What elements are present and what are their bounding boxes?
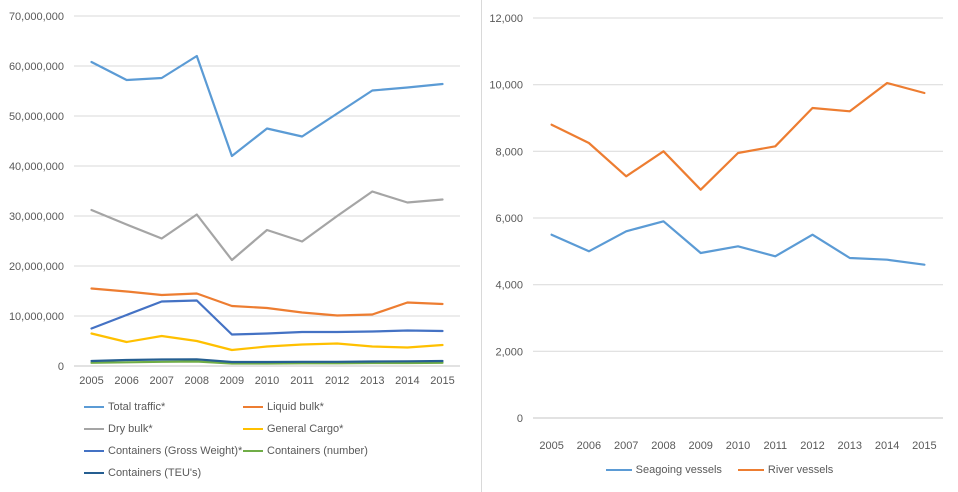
x-tick-label: 2007: [614, 440, 638, 452]
y-tick-label: 0: [517, 413, 523, 425]
legend-label: River vessels: [767, 464, 834, 476]
x-tick-label: 2015: [912, 440, 936, 452]
x-tick-label: 2011: [763, 440, 787, 452]
y-tick-label: 60,000,000: [9, 61, 64, 73]
y-tick-label: 4,000: [495, 280, 523, 292]
x-tick-label: 2008: [185, 375, 209, 387]
x-tick-label: 2010: [726, 440, 750, 452]
x-tick-label: 2009: [220, 375, 244, 387]
x-tick-label: 2010: [255, 375, 279, 387]
x-tick-label: 2014: [395, 375, 419, 387]
vessels-chart-legend: Seagoing vessels River vessels: [481, 462, 958, 478]
x-tick-label: 2005: [539, 440, 563, 452]
x-tick-label: 2009: [688, 440, 712, 452]
series-line-river-vessels: [550, 81, 926, 191]
series-line-dry-bulk: [90, 190, 444, 262]
x-tick-label: 2006: [577, 440, 601, 452]
x-tick-label: 2006: [114, 375, 138, 387]
y-tick-label: 12,000: [489, 13, 523, 25]
x-tick-label: 2013: [360, 375, 384, 387]
x-tick-label: 2008: [651, 440, 675, 452]
y-tick-label: 10,000,000: [9, 311, 64, 323]
x-tick-label: 2013: [838, 440, 862, 452]
series-line-total-traffic: [90, 54, 444, 158]
y-tick-label: 70,000,000: [9, 11, 64, 23]
y-tick-label: 20,000,000: [9, 261, 64, 273]
legend-label: Seagoing vessels: [635, 464, 722, 476]
x-tick-label: 2012: [325, 375, 349, 387]
x-tick-label: 2007: [149, 375, 173, 387]
legend-line-swatch: [605, 468, 632, 472]
x-tick-label: 2014: [875, 440, 899, 452]
y-tick-label: 8,000: [495, 146, 523, 158]
y-tick-label: 0: [58, 361, 64, 373]
cargo-traffic-chart: 0 10,000,000 20,000,000 30,000,000 40,000,00…: [9, 11, 460, 387]
series-line-general-cargo: [90, 332, 444, 352]
y-tick-label: 6,000: [495, 213, 523, 225]
legend-line-swatch: [737, 468, 764, 472]
y-tick-label: 10,000: [489, 80, 523, 92]
x-tick-label: 2011: [290, 375, 314, 387]
chart-divider: [481, 0, 482, 492]
series-line-liquid-bulk: [90, 287, 444, 317]
x-tick-label: 2015: [430, 375, 454, 387]
series-line-containers-teu-s: [90, 358, 444, 364]
series-line-seagoing-vessels: [550, 220, 926, 266]
series-line-containers-number: [90, 360, 444, 365]
y-tick-label: 30,000,000: [9, 211, 64, 223]
x-tick-label: 2005: [79, 375, 103, 387]
y-tick-label: 50,000,000: [9, 111, 64, 123]
legend-item-river-vessels: River vessels: [737, 462, 834, 478]
vessels-chart: 0 2,000 4,000 6,000 8,000 10,000 12,000 2005 200…: [489, 13, 943, 452]
y-tick-label: 2,000: [495, 346, 523, 358]
legend-item-seagoing-vessels: Seagoing vessels: [605, 462, 722, 478]
series-line-containers-gross-weight: [90, 299, 444, 336]
x-tick-label: 2012: [800, 440, 824, 452]
y-tick-label: 40,000,000: [9, 161, 64, 173]
